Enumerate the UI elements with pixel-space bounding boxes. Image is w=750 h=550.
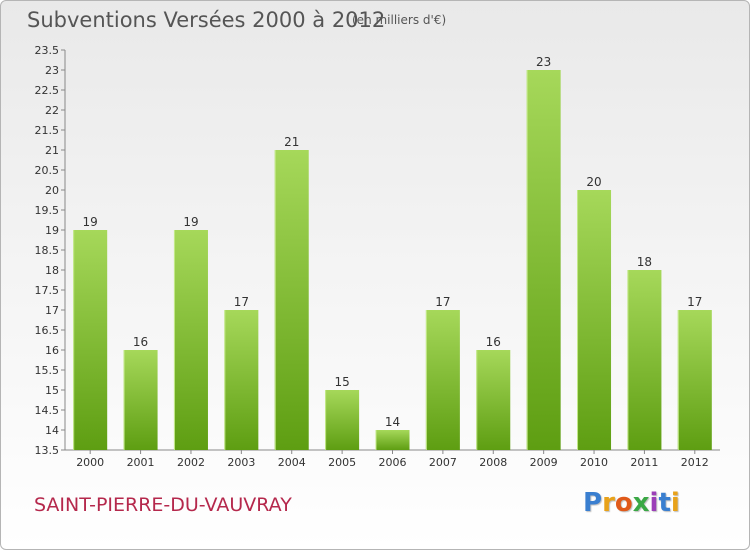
y-tick-label: 19 xyxy=(45,224,59,237)
y-tick-label: 23.5 xyxy=(35,44,60,57)
bar xyxy=(73,230,108,450)
x-tick-label: 2004 xyxy=(278,456,306,469)
bar xyxy=(677,310,712,450)
bar xyxy=(274,150,309,450)
y-tick-label: 19.5 xyxy=(35,204,60,217)
x-tick-label: 2001 xyxy=(127,456,155,469)
x-tick-label: 2009 xyxy=(530,456,558,469)
bar xyxy=(476,350,511,450)
bar xyxy=(375,430,410,450)
y-tick-label: 23 xyxy=(45,64,59,77)
x-tick-label: 2006 xyxy=(379,456,407,469)
data-label: 15 xyxy=(334,375,349,389)
data-label: 16 xyxy=(133,335,148,349)
y-tick-label: 22 xyxy=(45,104,59,117)
y-tick-label: 14.5 xyxy=(35,404,60,417)
data-label: 23 xyxy=(536,55,551,69)
data-label: 17 xyxy=(435,295,450,309)
y-tick-label: 16.5 xyxy=(35,324,60,337)
logo-letter: i xyxy=(649,488,659,518)
x-tick-label: 2008 xyxy=(479,456,507,469)
data-label: 19 xyxy=(183,215,198,229)
commune-name: SAINT-PIERRE-DU-VAUVRAY xyxy=(34,494,292,516)
data-label: 20 xyxy=(586,175,601,189)
logo-letter: r xyxy=(602,488,615,518)
data-label: 16 xyxy=(486,335,501,349)
y-tick-label: 13.5 xyxy=(35,444,60,457)
bar xyxy=(325,390,360,450)
y-tick-label: 18.5 xyxy=(35,244,60,257)
y-tick-label: 21.5 xyxy=(35,124,60,137)
chart-subtitle: (en milliers d'€) xyxy=(352,13,447,27)
data-label: 19 xyxy=(83,215,98,229)
data-label: 21 xyxy=(284,135,299,149)
logo-letter: P xyxy=(583,488,603,518)
bar xyxy=(627,270,662,450)
x-tick-label: 2003 xyxy=(227,456,255,469)
y-tick-label: 14 xyxy=(45,424,59,437)
data-label: 17 xyxy=(234,295,249,309)
chart-title: Subventions Versées 2000 à 2012 xyxy=(27,8,386,32)
y-tick-label: 15.5 xyxy=(35,364,60,377)
x-tick-label: 2012 xyxy=(681,456,709,469)
y-tick-label: 20.5 xyxy=(35,164,60,177)
bar xyxy=(224,310,259,450)
logo-letter: x xyxy=(632,488,650,518)
bar xyxy=(577,190,612,450)
bar xyxy=(526,70,561,450)
logo-letter: i xyxy=(670,488,680,518)
proxiti-logo: Proxiti xyxy=(583,488,680,518)
data-label: 14 xyxy=(385,415,400,429)
x-tick-label: 2000 xyxy=(76,456,104,469)
bar xyxy=(173,230,208,450)
y-tick-label: 17.5 xyxy=(35,284,60,297)
data-label: 18 xyxy=(637,255,652,269)
x-tick-label: 2011 xyxy=(630,456,658,469)
logo-letter: o xyxy=(614,488,633,518)
bar xyxy=(425,310,460,450)
logo-letter: t xyxy=(658,488,671,518)
x-tick-label: 2010 xyxy=(580,456,608,469)
y-tick-label: 22.5 xyxy=(35,84,60,97)
y-tick-label: 21 xyxy=(45,144,59,157)
y-tick-label: 20 xyxy=(45,184,59,197)
bar xyxy=(123,350,158,450)
x-tick-label: 2002 xyxy=(177,456,205,469)
y-tick-label: 16 xyxy=(45,344,59,357)
x-tick-label: 2005 xyxy=(328,456,356,469)
data-label: 17 xyxy=(687,295,702,309)
y-tick-label: 18 xyxy=(45,264,59,277)
y-tick-label: 15 xyxy=(45,384,59,397)
x-tick-label: 2007 xyxy=(429,456,457,469)
y-tick-label: 17 xyxy=(45,304,59,317)
